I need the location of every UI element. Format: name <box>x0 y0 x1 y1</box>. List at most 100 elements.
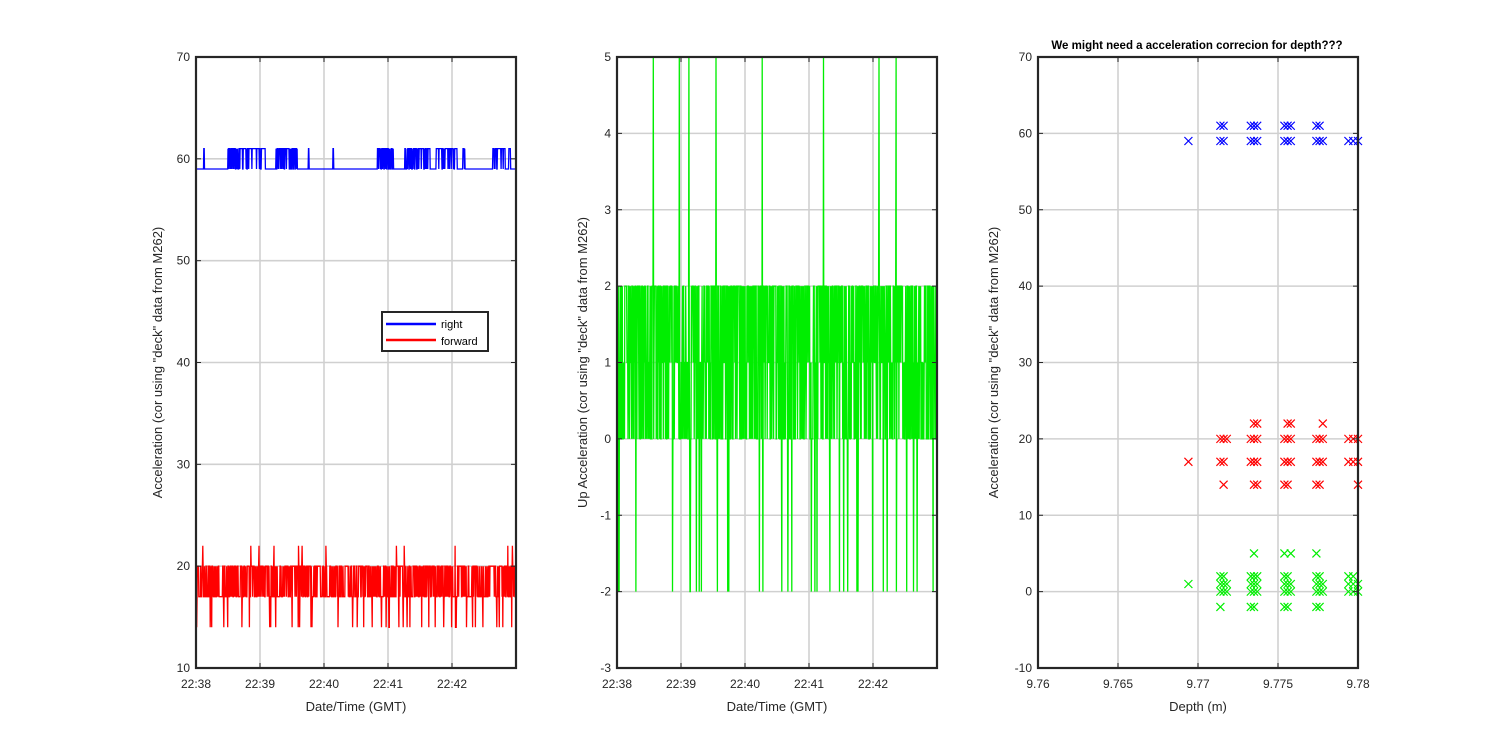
x-tick-label: 22:40 <box>730 677 760 691</box>
scatter-point <box>1249 136 1259 146</box>
scatter-point <box>1315 121 1325 131</box>
y-tick-label: -1 <box>600 508 611 522</box>
y-tick-label: 50 <box>1019 203 1033 217</box>
scatter-point <box>1183 457 1193 467</box>
scatter-point <box>1283 457 1293 467</box>
y-tick-label: 30 <box>177 457 191 471</box>
scatter-point <box>1219 434 1229 444</box>
scatter-point <box>1315 136 1325 146</box>
legend-label-right: right <box>441 319 462 331</box>
scatter-point <box>1279 136 1289 146</box>
scatter-point <box>1246 602 1256 612</box>
scatter-point <box>1318 587 1328 597</box>
x-tick-label: 9.78 <box>1346 677 1370 691</box>
scatter-point <box>1279 121 1289 131</box>
scatter-point <box>1222 434 1232 444</box>
y-tick-label: 1 <box>604 356 611 370</box>
scatter-point <box>1249 571 1259 581</box>
series-line-forward <box>195 545 516 628</box>
scatter-point <box>1311 579 1321 589</box>
legend-box <box>381 311 489 352</box>
y-tick-label: 40 <box>1019 279 1033 293</box>
y-tick-label: 2 <box>604 279 611 293</box>
scatter-point <box>1219 571 1229 581</box>
scatter-point <box>1311 571 1321 581</box>
scatter-point <box>1219 480 1229 490</box>
y-axis-label: Acceleration (cor using "deck" data from… <box>986 227 1001 499</box>
scatter-point <box>1246 587 1256 597</box>
scatter-point <box>1286 457 1296 467</box>
scatter-point <box>1286 579 1296 589</box>
y-tick-label: 60 <box>177 152 191 166</box>
scatter-point <box>1252 571 1262 581</box>
scatter-point <box>1279 579 1289 589</box>
scatter-point <box>1246 571 1256 581</box>
y-tick-label: 70 <box>177 50 191 64</box>
y-tick-label: -10 <box>1015 661 1033 675</box>
scatter-point <box>1215 571 1225 581</box>
scatter-point <box>1315 457 1325 467</box>
x-tick-label: 22:39 <box>245 677 275 691</box>
scatter-point <box>1311 121 1321 131</box>
scatter-point <box>1246 121 1256 131</box>
x-tick-label: 9.77 <box>1186 677 1210 691</box>
x-tick-label: 22:38 <box>181 677 211 691</box>
y-tick-label: 20 <box>1019 432 1033 446</box>
scatter-point <box>1222 587 1232 597</box>
x-tick-label: 9.76 <box>1026 677 1050 691</box>
y-axis-label: Up Acceleration (cor using "deck" data f… <box>575 217 590 508</box>
scatter-point <box>1286 419 1296 429</box>
scatter-point <box>1315 579 1325 589</box>
scatter-point <box>1215 579 1225 589</box>
y-tick-label: 50 <box>177 254 191 268</box>
scatter-point <box>1215 121 1225 131</box>
scatter-point <box>1183 579 1193 589</box>
scatter-point <box>1283 480 1293 490</box>
scatter-point <box>1215 434 1225 444</box>
scatter-point <box>1249 480 1259 490</box>
scatter-point <box>1311 136 1321 146</box>
x-tick-label: 22:41 <box>373 677 403 691</box>
scatter-point <box>1183 136 1193 146</box>
scatter-point <box>1311 480 1321 490</box>
scatter-point <box>1283 136 1293 146</box>
ticks: -3 -2 -1 0 1 2 3 4 5 22:38 22:39 22:40 22:41 22:42 <box>600 50 937 691</box>
plot-area <box>195 147 516 628</box>
scatter-point <box>1279 457 1289 467</box>
scatter-point <box>1318 136 1328 146</box>
scatter-point <box>1279 602 1289 612</box>
y-tick-label: 60 <box>1019 126 1033 140</box>
scatter-point <box>1249 602 1259 612</box>
scatter-point <box>1279 480 1289 490</box>
legend-label-forward: forward <box>441 336 478 348</box>
scatter-point <box>1286 136 1296 146</box>
scatter-point <box>1246 457 1256 467</box>
plot-area <box>1183 121 1363 612</box>
chart-title: We might need a acceleration correcion f… <box>1051 40 1342 52</box>
y-tick-label: -3 <box>600 661 611 675</box>
x-axis-label: Date/Time (GMT) <box>727 699 828 714</box>
scatter-point <box>1222 579 1232 589</box>
y-tick-label: 30 <box>1019 356 1033 370</box>
x-tick-label: 22:39 <box>666 677 696 691</box>
scatter-point <box>1311 602 1321 612</box>
y-tick-label: 4 <box>604 126 611 140</box>
x-tick-label: 22:41 <box>794 677 824 691</box>
y-tick-label: 5 <box>604 50 611 64</box>
series-line-up <box>616 56 938 593</box>
scatter-point <box>1283 579 1293 589</box>
x-axis-label: Date/Time (GMT) <box>306 699 407 714</box>
scatter-point <box>1315 434 1325 444</box>
scatter-point <box>1311 549 1321 558</box>
scatter-point <box>1252 587 1262 597</box>
scatter-point <box>1249 121 1259 131</box>
y-tick-label: -2 <box>600 585 611 599</box>
scatter-point <box>1219 136 1229 146</box>
scatter-point <box>1315 602 1325 612</box>
y-tick-label: 0 <box>1025 585 1032 599</box>
scatter-point <box>1219 121 1229 131</box>
scatter-point <box>1283 587 1293 597</box>
scatter-point <box>1279 587 1289 597</box>
